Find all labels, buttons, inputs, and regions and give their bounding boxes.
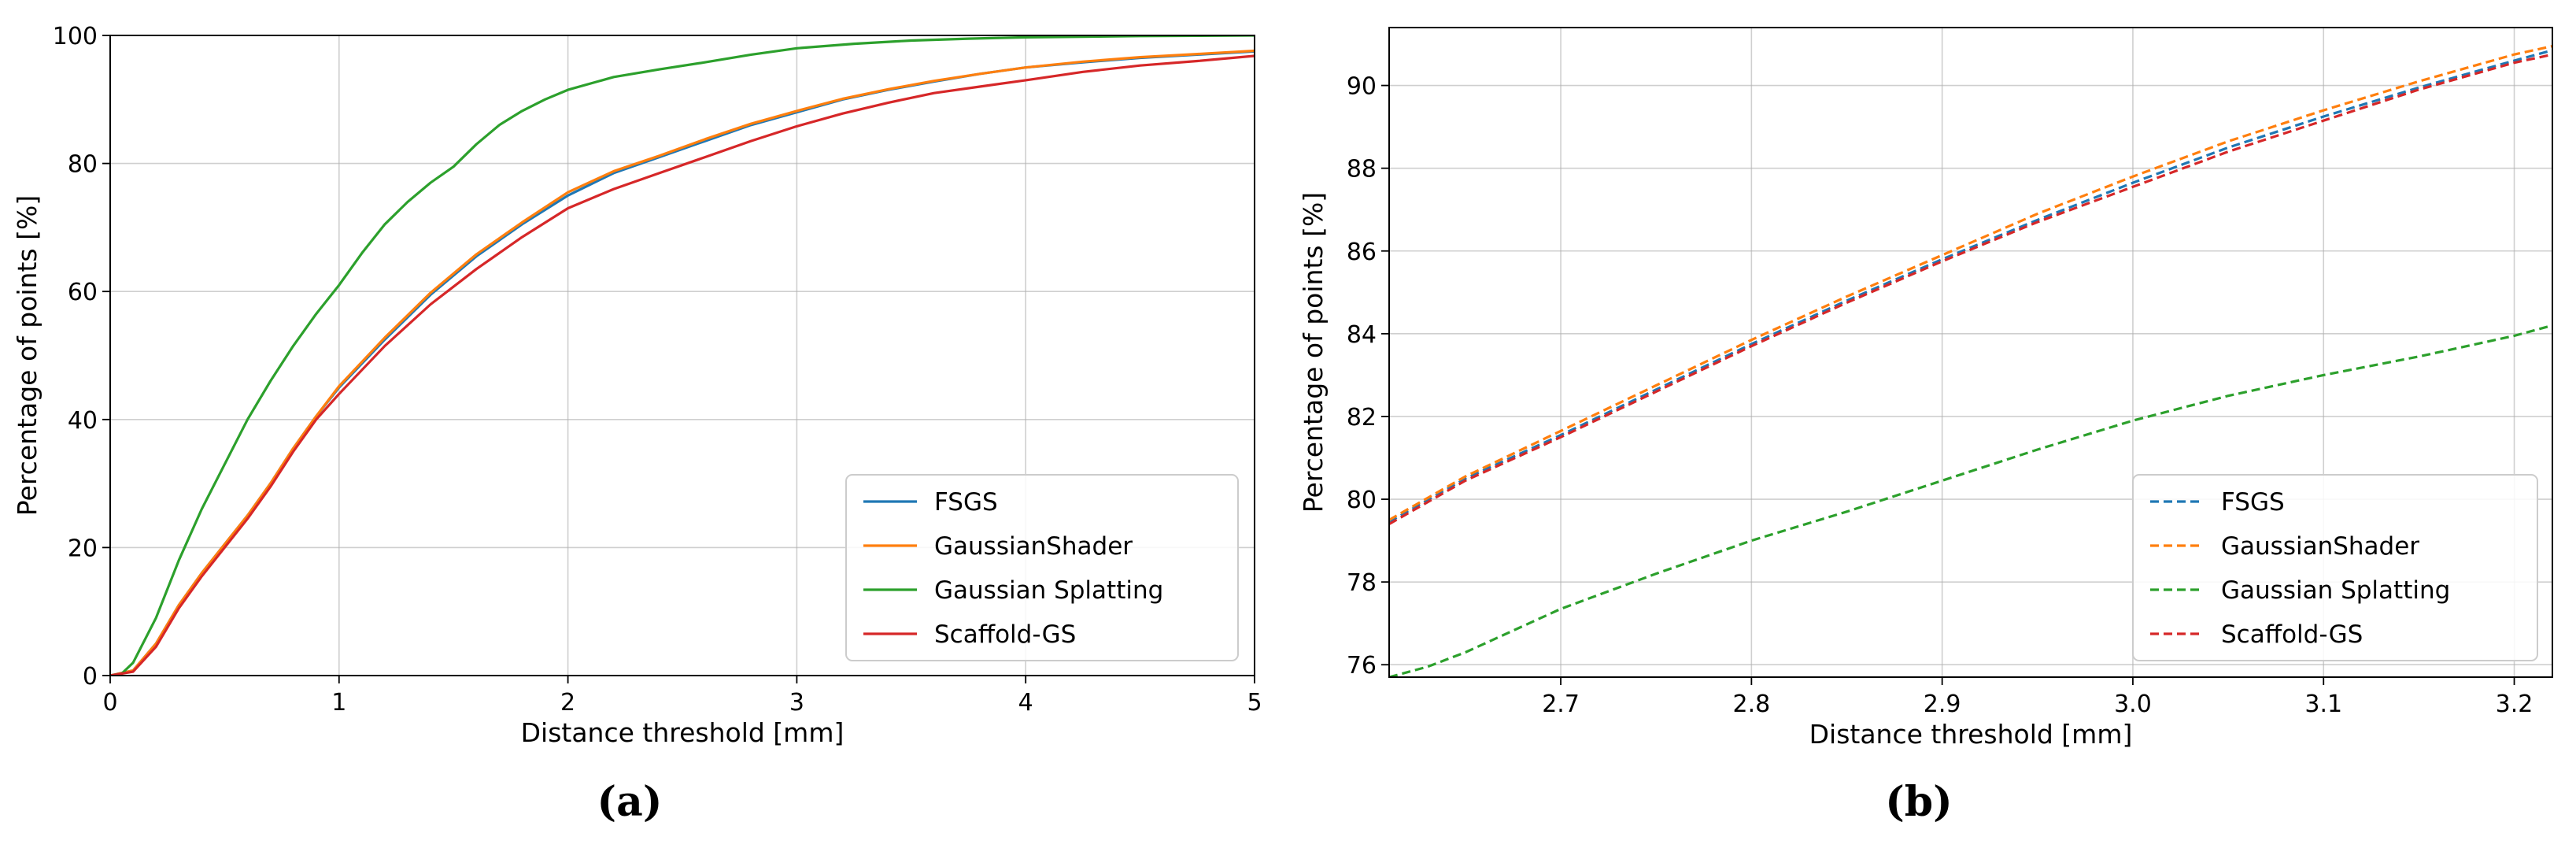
x-tick-label: 2.9 xyxy=(1924,691,1961,718)
y-tick-label: 88 xyxy=(1347,156,1377,183)
y-tick-label: 0 xyxy=(83,663,98,691)
legend: FSGS GaussianShader Gaussian Splatting Scaf… xyxy=(2132,474,2538,661)
y-axis-label: Percentage of points [%] xyxy=(1298,192,1329,513)
legend-entry-gaussian-splatting: Gaussian Splatting xyxy=(934,576,1163,605)
legend-entry-fsgs: FSGS xyxy=(934,488,998,517)
y-tick-label: 60 xyxy=(68,279,98,306)
legend-entry-scaffold-gs: Scaffold-GS xyxy=(2221,620,2363,649)
y-axis-label: Percentage of points [%] xyxy=(12,195,43,516)
series-line-gaussian-splatting xyxy=(1389,324,2552,677)
series-group xyxy=(1389,45,2552,677)
legend-entry-gaussianshader: GaussianShader xyxy=(934,532,1133,561)
x-tick-label: 3.2 xyxy=(2496,691,2533,718)
x-tick-label: 5 xyxy=(1247,689,1262,717)
y-tick-label: 80 xyxy=(1347,487,1377,514)
y-tick-label: 80 xyxy=(68,151,98,179)
x-tick-label: 3.1 xyxy=(2304,691,2342,718)
x-tick-label: 3 xyxy=(789,689,804,717)
x-tick-label: 4 xyxy=(1018,689,1033,717)
x-tick-label: 2.7 xyxy=(1542,691,1580,718)
legend-entry-gaussian-splatting: Gaussian Splatting xyxy=(2221,576,2450,605)
series-group xyxy=(110,35,1255,676)
legend-entry-scaffold-gs: Scaffold-GS xyxy=(934,620,1076,649)
x-tick-label: 0 xyxy=(102,689,117,717)
y-tick-label: 84 xyxy=(1347,321,1377,349)
y-tick-label: 100 xyxy=(53,23,98,50)
legend-entry-fsgs: FSGS xyxy=(2221,488,2285,517)
y-tick-label: 82 xyxy=(1347,404,1377,431)
x-tick-label: 2 xyxy=(560,689,575,717)
series-line-scaffold-gs xyxy=(110,54,1255,676)
panel-caption: (a) xyxy=(597,778,663,826)
x-tick-label: 2.8 xyxy=(1733,691,1771,718)
y-tick-label: 78 xyxy=(1347,569,1377,597)
series-line-scaffold-gs xyxy=(1389,53,2552,525)
legend-entry-gaussianshader: GaussianShader xyxy=(2221,532,2419,561)
x-tick-label: 1 xyxy=(331,689,346,717)
legend: FSGS GaussianShader Gaussian Splatting Scaf… xyxy=(845,474,1239,661)
y-tick-label: 90 xyxy=(1347,73,1377,101)
y-tick-label: 86 xyxy=(1347,239,1377,266)
legend-box xyxy=(845,474,1239,661)
y-tick-label: 76 xyxy=(1347,652,1377,680)
y-tick-label: 40 xyxy=(68,407,98,435)
plot-frame xyxy=(109,35,1255,676)
x-axis-label: Distance threshold [mm] xyxy=(1809,719,2133,750)
x-axis-label: Distance threshold [mm] xyxy=(521,717,844,748)
chart-panel-b: 2.7 2.8 2.9 3.0 3.1 3.2 76 78 80 82 84 86 88 90 Distan… xyxy=(1298,27,2553,826)
y-tick-label: 20 xyxy=(68,535,98,562)
legend-box xyxy=(2132,474,2538,661)
series-line-gaussianshader xyxy=(1389,45,2552,521)
panel-caption: (b) xyxy=(1885,778,1953,826)
series-line-gaussianshader xyxy=(110,49,1255,676)
x-tick-label: 3.0 xyxy=(2114,691,2152,718)
series-line-gaussian-splatting xyxy=(110,35,1255,676)
plot-frame xyxy=(1388,27,2553,678)
series-line-fsgs xyxy=(1389,49,2552,524)
chart-panel-a: 0 1 2 3 4 5 0 20 40 60 80 100 Distance threshold [mm… xyxy=(12,23,1262,826)
